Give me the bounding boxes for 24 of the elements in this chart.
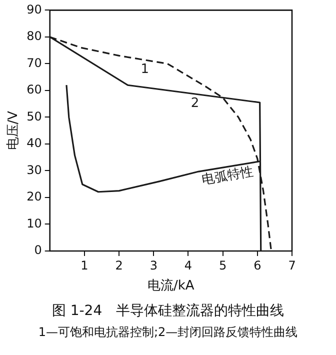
y-tick-label: 40 [26,136,42,150]
x-tick-label: 4 [184,258,192,272]
x-tick-label: 1 [80,258,88,272]
y-tick-label: 30 [26,162,42,177]
x-tick-label: 2 [115,258,123,272]
y-tick-label: 0 [34,243,42,258]
x-tick-label: 6 [254,258,262,272]
x-tick-label: 7 [288,258,296,272]
y-axis-title: 电压/V [6,110,22,150]
y-tick-label: 90 [26,2,42,16]
y-tick-label: 50 [26,109,42,124]
x-tick-label: 3 [150,258,158,272]
series-label: 1 [140,62,150,77]
y-tick-label: 20 [26,190,42,204]
y-tick-label: 10 [26,216,42,230]
text: 1—可饱和电抗器控制;2—封闭回路反馈特性曲线 [37,324,299,341]
x-axis-title: 电流/kA [148,278,194,294]
text: 图 1-24 半导体硅整流器的特性曲线 [50,302,286,320]
series-label: 2 [190,96,200,112]
y-tick-label: 60 [26,82,42,97]
x-tick-label: 5 [219,258,227,272]
y-tick-label: 80 [26,29,42,44]
text: 电弧特性 [200,164,254,188]
y-tick-label: 70 [26,56,42,70]
